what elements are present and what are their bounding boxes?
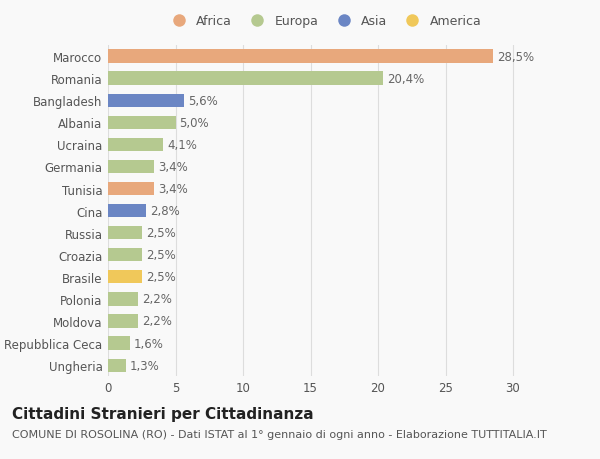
Text: 2,5%: 2,5% [146, 271, 176, 284]
Text: COMUNE DI ROSOLINA (RO) - Dati ISTAT al 1° gennaio di ogni anno - Elaborazione T: COMUNE DI ROSOLINA (RO) - Dati ISTAT al … [12, 429, 547, 439]
Bar [108, 50, 493, 63]
Bar [108, 359, 125, 372]
Text: 5,6%: 5,6% [188, 95, 217, 107]
Bar [108, 227, 142, 240]
Text: 2,5%: 2,5% [146, 227, 176, 240]
Bar [108, 183, 154, 196]
Bar [108, 73, 383, 85]
Text: 20,4%: 20,4% [388, 73, 425, 85]
Bar [108, 95, 184, 107]
Bar [108, 205, 146, 218]
Bar [108, 315, 138, 328]
Bar [108, 249, 142, 262]
Text: 2,5%: 2,5% [146, 249, 176, 262]
Text: 1,6%: 1,6% [134, 337, 164, 350]
Text: 2,8%: 2,8% [150, 205, 179, 218]
Bar [108, 271, 142, 284]
Bar [108, 293, 138, 306]
Text: 3,4%: 3,4% [158, 161, 188, 174]
Text: 2,2%: 2,2% [142, 293, 172, 306]
Text: 3,4%: 3,4% [158, 183, 188, 196]
Text: 5,0%: 5,0% [179, 117, 209, 129]
Text: 1,3%: 1,3% [130, 359, 160, 372]
Text: 2,2%: 2,2% [142, 315, 172, 328]
Text: Cittadini Stranieri per Cittadinanza: Cittadini Stranieri per Cittadinanza [12, 406, 314, 421]
Bar [108, 337, 130, 350]
Bar [108, 139, 163, 151]
Text: 4,1%: 4,1% [167, 139, 197, 151]
Legend: Africa, Europa, Asia, America: Africa, Europa, Asia, America [161, 10, 487, 33]
Text: 28,5%: 28,5% [497, 50, 534, 63]
Bar [108, 161, 154, 174]
Bar [108, 117, 176, 129]
